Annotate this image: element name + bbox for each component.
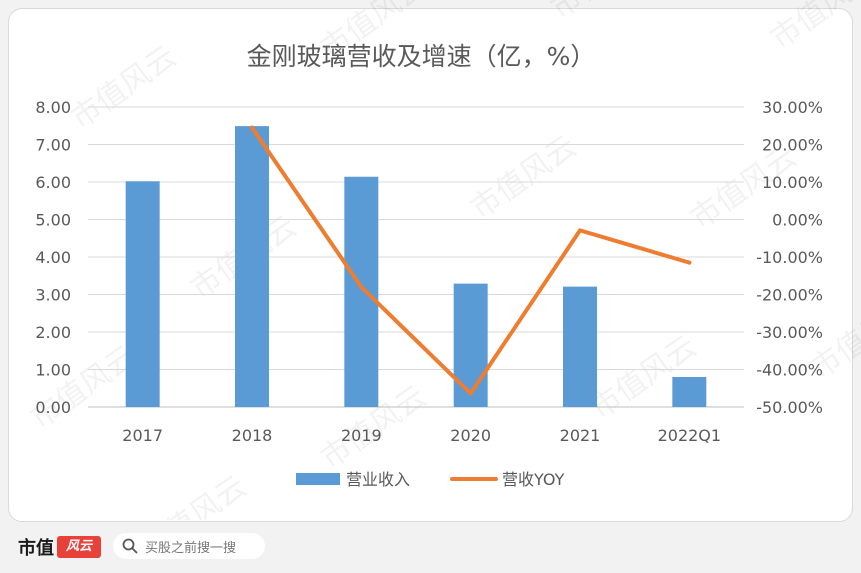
- bar-series: [125, 126, 707, 407]
- search-icon: [122, 538, 138, 554]
- right-tick-label: -10.00%: [756, 248, 823, 267]
- line-point: [468, 391, 473, 396]
- legend-label-line: 营收YOY: [502, 470, 565, 489]
- footer-bar: 市值 风云 买股之前搜一搜: [0, 522, 861, 573]
- line-point: [687, 260, 692, 265]
- right-tick-label: 10.00%: [762, 173, 823, 192]
- bar: [672, 377, 707, 407]
- watermark-text: 市值风云: [545, 0, 663, 27]
- line-point: [578, 228, 582, 233]
- left-tick-label: 1.00: [35, 361, 71, 380]
- line-point: [359, 285, 364, 289]
- bar: [344, 176, 379, 407]
- brand-logo: 风云: [57, 536, 101, 558]
- watermark-text: 市值风云: [765, 0, 861, 57]
- chart-title: 金刚玻璃营收及增速（亿，%）: [247, 42, 596, 71]
- bar: [125, 181, 160, 407]
- legend: 营业收入 营收YOY: [296, 470, 565, 489]
- right-tick-label: -40.00%: [756, 361, 823, 380]
- x-tick-label: 2018: [232, 426, 273, 445]
- right-tick-label: -30.00%: [756, 323, 823, 342]
- right-tick-label: 0.00%: [772, 211, 823, 230]
- x-tick-label: 2022Q1: [658, 426, 722, 445]
- line-series: [250, 125, 692, 396]
- right-tick-label: -20.00%: [756, 286, 823, 305]
- x-axis: 2017 2018 2019 2020 2021 2022Q1: [122, 426, 721, 445]
- brand: 市值 风云: [18, 535, 101, 559]
- legend-label-bar: 营业收入: [346, 470, 410, 489]
- watermark-text: 市值风云: [65, 39, 183, 136]
- brand-name: 市值: [18, 538, 54, 559]
- line-point: [250, 125, 254, 130]
- watermark-text: 市值风云: [465, 129, 583, 226]
- watermark-text: 市值风云: [25, 339, 143, 436]
- left-tick-label: 4.00: [35, 248, 71, 267]
- left-tick-label: 3.00: [35, 286, 71, 305]
- x-tick-label: 2021: [560, 426, 601, 445]
- bar: [235, 126, 269, 407]
- left-tick-label: 8.00: [35, 98, 71, 117]
- left-tick-label: 6.00: [35, 173, 71, 192]
- search-box[interactable]: 买股之前搜一搜: [113, 533, 265, 559]
- watermark-text: 市值风云: [135, 469, 253, 520]
- right-axis: -50.00% -40.00% -30.00% -20.00% -10.00% 0.00%…: [756, 98, 823, 417]
- bar: [453, 283, 488, 407]
- gridlines: [88, 106, 744, 408]
- x-tick-label: 2020: [450, 426, 491, 445]
- bar: [563, 286, 597, 407]
- right-tick-label: -50.00%: [756, 398, 823, 417]
- left-axis: 0.00 1.00 2.00 3.00 4.00 5.00 6.00 7.00 8.00: [35, 98, 71, 417]
- legend-swatch-bar: [296, 473, 340, 485]
- x-tick-label: 2019: [341, 426, 382, 445]
- left-tick-label: 7.00: [35, 136, 71, 155]
- left-tick-label: 0.00: [35, 398, 71, 417]
- right-tick-label: 30.00%: [762, 98, 823, 117]
- right-tick-label: 20.00%: [762, 136, 823, 155]
- search-prompt: 买股之前搜一搜: [145, 540, 237, 556]
- left-tick-label: 5.00: [35, 211, 71, 230]
- left-tick-label: 2.00: [35, 323, 71, 342]
- x-tick-label: 2017: [122, 426, 163, 445]
